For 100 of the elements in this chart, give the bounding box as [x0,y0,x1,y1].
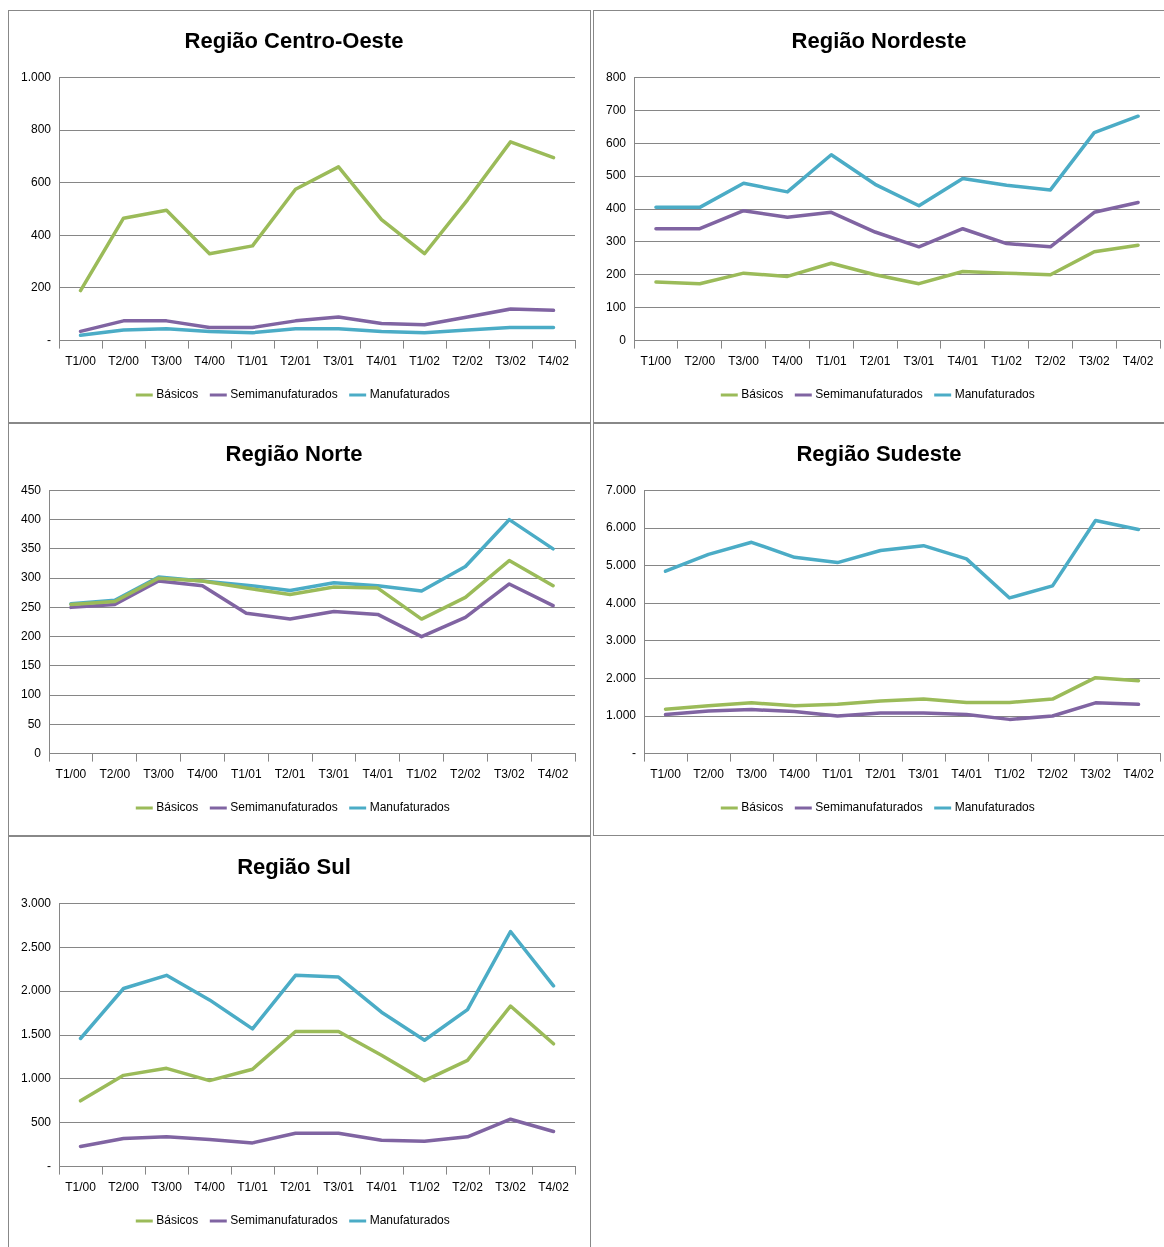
x-tick-label: T3/01 [318,767,350,782]
x-tick-label: T2/00 [108,354,140,369]
y-tick-label: 450 [20,482,42,497]
x-tick-label: T1/00 [55,767,87,782]
x-tick-label: T4/01 [366,1180,398,1195]
x-tick-label: T3/01 [323,1180,355,1195]
legend-label: Semimanufaturados [230,387,338,402]
y-tick-label: 6.000 [606,520,637,535]
x-tick-label: T2/00 [99,767,131,782]
y-tick-label: 400 [605,201,627,216]
legend-label: Básicos [741,387,784,402]
x-tick-label: T3/01 [908,767,940,782]
chart-title: Região Nordeste [791,28,967,54]
x-tick-label: T3/01 [323,354,355,369]
y-tick-label: 0 [619,332,627,347]
y-tick-label: 7.000 [606,482,637,497]
legend-label: Semimanufaturados [230,1213,338,1228]
y-tick-label: 150 [20,658,42,673]
chart-title: Região Norte [225,441,363,467]
x-tick-label: T4/01 [947,354,979,369]
x-tick-label: T3/02 [495,354,527,369]
x-tick-label: T1/02 [991,354,1023,369]
y-tick-label: - [632,745,637,760]
y-tick-label: 2.000 [606,670,637,685]
y-tick-label: 100 [20,687,42,702]
x-tick-label: T2/00 [108,1180,140,1195]
legend-label: Semimanufaturados [815,800,923,815]
y-tick-label: 2.000 [21,983,52,998]
legend-label: Manufaturados [369,387,450,402]
y-tick-label: 300 [605,234,627,249]
x-tick-label: T4/00 [772,354,804,369]
legend-label: Manufaturados [369,800,450,815]
chart-title: Região Sudeste [796,441,962,467]
y-tick-label: 500 [31,1115,52,1130]
y-tick-label: 600 [605,135,627,150]
y-tick-label: 500 [605,168,627,183]
x-tick-label: T4/00 [194,1180,226,1195]
x-tick-label: T3/00 [143,767,175,782]
x-tick-label: T1/02 [409,354,441,369]
x-tick-label: T4/01 [951,767,983,782]
chart-title: Região Sul [237,854,351,880]
legend-label: Semimanufaturados [230,800,338,815]
y-tick-label: 5.000 [606,557,637,572]
x-tick-label: T2/02 [452,1180,484,1195]
y-tick-label: 700 [605,102,627,117]
x-tick-label: T1/00 [650,767,682,782]
x-tick-label: T2/01 [865,767,897,782]
y-tick-label: 3.000 [606,633,637,648]
x-tick-label: T1/02 [406,767,438,782]
x-tick-label: T2/02 [1037,767,1069,782]
y-tick-label: 50 [27,716,42,731]
legend-label: Manufaturados [369,1213,450,1228]
x-tick-label: T3/00 [728,354,760,369]
legend-label: Manufaturados [954,800,1035,815]
y-tick-label: 200 [20,628,42,643]
y-tick-label: 200 [605,267,627,282]
x-tick-label: T4/02 [537,767,569,782]
x-tick-label: T4/00 [779,767,811,782]
x-tick-label: T4/02 [1122,354,1154,369]
x-tick-label: T3/02 [1078,354,1110,369]
y-tick-label: 2.500 [21,939,52,954]
legend-label: Básicos [156,387,199,402]
x-tick-label: T1/01 [230,767,262,782]
x-tick-label: T2/00 [693,767,725,782]
x-tick-label: T3/00 [151,354,183,369]
y-tick-label: 1.000 [21,1071,52,1086]
x-tick-label: T3/02 [493,767,525,782]
y-tick-label: 4.000 [606,595,637,610]
x-tick-label: T3/02 [1080,767,1112,782]
x-tick-label: T3/00 [151,1180,183,1195]
y-tick-label: 0 [34,745,42,760]
y-tick-label: 1.500 [21,1027,52,1042]
x-tick-label: T1/02 [994,767,1026,782]
y-tick-label: - [47,1158,52,1173]
y-tick-label: 800 [31,122,52,137]
x-tick-label: T4/02 [538,1180,570,1195]
y-tick-label: 600 [31,174,52,189]
x-tick-label: T1/00 [640,354,672,369]
x-tick-label: T2/02 [450,767,482,782]
y-tick-label: - [47,332,52,347]
x-tick-label: T1/01 [815,354,847,369]
x-tick-label: T4/02 [1123,767,1155,782]
x-tick-label: T4/01 [362,767,394,782]
x-tick-label: T1/00 [65,354,97,369]
x-tick-label: T1/01 [822,767,854,782]
y-tick-label: 300 [20,570,42,585]
x-tick-label: T2/01 [859,354,891,369]
x-tick-label: T2/02 [452,354,484,369]
x-tick-label: T4/00 [194,354,226,369]
y-tick-label: 250 [20,599,42,614]
x-tick-label: T2/02 [1035,354,1067,369]
legend-label: Básicos [156,1213,199,1228]
y-tick-label: 100 [605,300,627,315]
y-tick-label: 3.000 [21,895,52,910]
legend-label: Básicos [741,800,784,815]
x-tick-label: T1/00 [65,1180,97,1195]
x-tick-label: T1/02 [409,1180,441,1195]
y-tick-label: 800 [605,69,627,84]
y-tick-label: 400 [31,227,52,242]
y-tick-label: 1.000 [21,69,52,84]
